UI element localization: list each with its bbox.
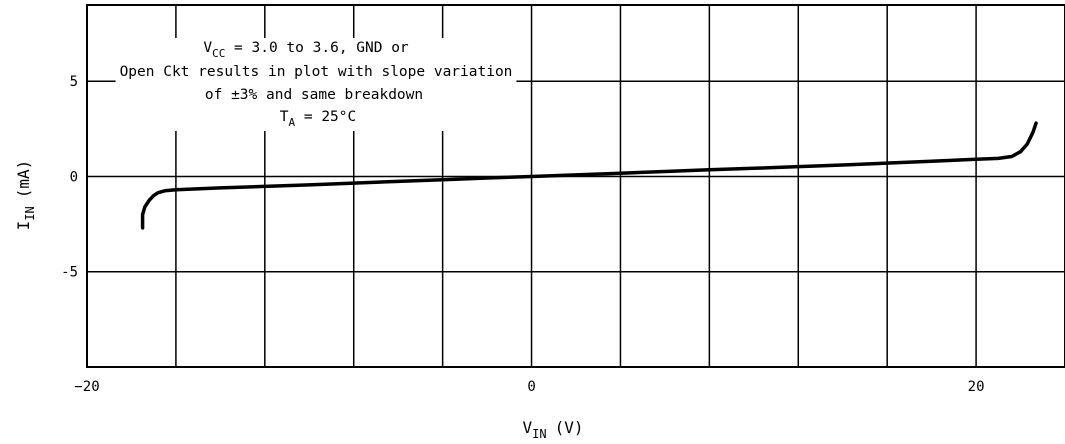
y-tick-label: 5 bbox=[70, 74, 78, 90]
x-tick-label: 0 bbox=[527, 379, 535, 395]
annotation-line-1: VCC = 3.0 to 3.6, GND or bbox=[203, 40, 409, 60]
x-tick-label: 20 bbox=[968, 379, 985, 395]
y-tick-label: 0 bbox=[70, 169, 78, 185]
annotation-line-2: Open Ckt results in plot with slope vari… bbox=[120, 64, 513, 80]
annotation-line-4: TA = 25°C bbox=[280, 109, 356, 129]
series-line-iin-vs-vin bbox=[140, 121, 1038, 230]
x-axis-title: VIN (V) bbox=[523, 418, 584, 441]
y-tick-labels: 5 0 -5 bbox=[61, 74, 78, 281]
y-axis-title: IIN(mA) bbox=[14, 160, 37, 231]
x-tick-labels: −20 0 20 bbox=[74, 379, 984, 395]
y-tick-label: -5 bbox=[61, 265, 78, 281]
plot-frame bbox=[86, 4, 1065, 368]
annotation-line-3: of ±3% and same breakdown bbox=[205, 87, 423, 103]
annotation-note: VCC = 3.0 to 3.6, GND or Open Ckt result… bbox=[115, 38, 517, 131]
x-tick-label: −20 bbox=[74, 379, 99, 395]
annotation-background bbox=[115, 38, 517, 131]
